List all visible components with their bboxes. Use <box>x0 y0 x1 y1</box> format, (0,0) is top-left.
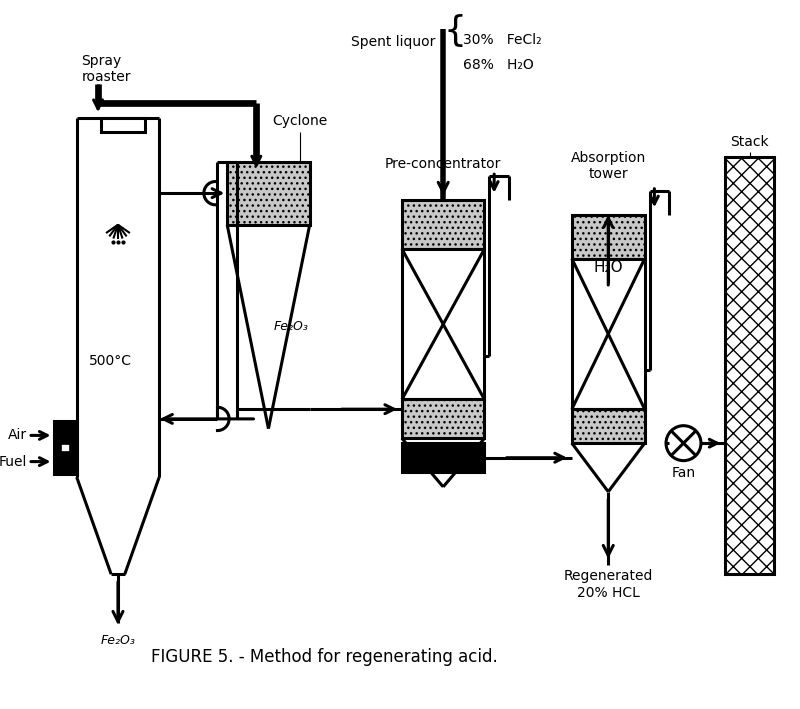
Text: H₂O: H₂O <box>594 260 623 275</box>
Text: Fan: Fan <box>671 467 695 481</box>
Text: 30%   FeCl₂: 30% FeCl₂ <box>462 33 542 48</box>
Text: Spent liquor: Spent liquor <box>351 35 435 50</box>
Text: FIGURE 5. - Method for regenerating acid.: FIGURE 5. - Method for regenerating acid… <box>151 648 498 666</box>
Bar <box>402 443 485 472</box>
Text: Regenerated
20% HCL: Regenerated 20% HCL <box>563 569 653 600</box>
Bar <box>54 421 77 474</box>
Text: Spray
roaster: Spray roaster <box>82 54 131 84</box>
Text: Fe₂O₃: Fe₂O₃ <box>274 320 308 333</box>
Text: {: { <box>443 13 466 48</box>
Bar <box>61 444 70 452</box>
Bar <box>227 162 310 225</box>
Text: 68%   H₂O: 68% H₂O <box>462 57 534 72</box>
Text: Fe₂O₃: Fe₂O₃ <box>101 635 135 647</box>
Bar <box>572 409 645 443</box>
Text: Air: Air <box>8 428 27 442</box>
Bar <box>101 118 145 133</box>
Bar <box>572 259 645 409</box>
Bar <box>402 399 485 438</box>
Bar <box>402 201 485 249</box>
Text: Pre-concentrator: Pre-concentrator <box>385 157 502 172</box>
Text: Stack: Stack <box>730 135 769 149</box>
Bar <box>402 249 485 399</box>
Bar <box>572 215 645 259</box>
Text: Cyclone: Cyclone <box>272 113 328 128</box>
Bar <box>726 157 774 574</box>
Text: 500°C: 500°C <box>89 354 132 368</box>
Text: Fuel: Fuel <box>0 454 27 469</box>
Text: Absorption
tower: Absorption tower <box>570 151 646 181</box>
